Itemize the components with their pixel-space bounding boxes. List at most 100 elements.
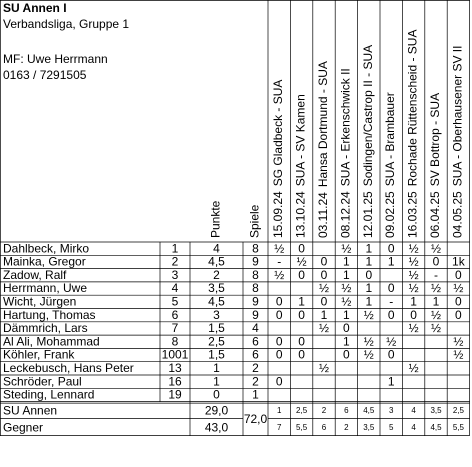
- result: 0: [388, 348, 395, 362]
- result: 0: [298, 348, 305, 362]
- player-number: 6: [172, 308, 179, 322]
- total-games: 72,0: [244, 412, 268, 426]
- match-header: 13.10.24 SUA - SV Kamen: [294, 94, 308, 238]
- match-pairing: Rochade Rüttenscheid - SUA: [406, 30, 420, 187]
- result: 1k: [452, 255, 466, 269]
- result: 0: [276, 295, 283, 309]
- total-result: 4: [411, 423, 416, 432]
- player-name: Mainka, Gregor: [3, 255, 86, 269]
- result: ½: [274, 268, 284, 282]
- player-points: 1,5: [208, 348, 225, 362]
- player-games: 9: [252, 255, 259, 269]
- match-date: 16.03.25: [406, 191, 420, 238]
- result: ½: [386, 334, 396, 348]
- total-name: Gegner: [3, 420, 43, 434]
- player-points: 2,5: [208, 334, 225, 348]
- match-header: 03.11.24 Hansa Dortmund - SUA: [316, 61, 330, 238]
- total-result: 2,5: [453, 406, 465, 415]
- player-name: Köhler, Frank: [3, 348, 75, 362]
- match-header: 12.01.25 Sodingen/Castrop II - SUA: [361, 45, 375, 238]
- result: -: [389, 295, 393, 309]
- result: -: [277, 255, 281, 269]
- match-header: 09.02.25 SUA - Brambauer: [383, 92, 397, 238]
- total-name: SU Annen: [3, 403, 57, 417]
- player-number: 8: [172, 334, 179, 348]
- player-games: 2: [252, 361, 259, 375]
- result: 0: [455, 268, 462, 282]
- player-points: 3,5: [208, 281, 225, 295]
- league: Verbandsliga, Gruppe 1: [3, 17, 129, 31]
- total-result: 1: [277, 406, 282, 415]
- match-date: 09.02.25: [383, 191, 397, 238]
- result: 0: [298, 334, 305, 348]
- player-number: 3: [172, 268, 179, 282]
- result: ½: [453, 281, 463, 295]
- result: 0: [298, 308, 305, 322]
- result: 1: [365, 295, 372, 309]
- total-result: 7: [277, 423, 282, 432]
- player-games: 8: [252, 241, 259, 255]
- player-points: 0: [213, 388, 220, 402]
- result: 0: [365, 268, 372, 282]
- player-name: Al Ali, Mohammad: [3, 334, 100, 348]
- player-name: Leckebusch, Hans Peter: [3, 361, 134, 375]
- result: 1: [388, 374, 395, 388]
- result: 0: [321, 255, 328, 269]
- player-games: 9: [252, 308, 259, 322]
- result: 0: [388, 308, 395, 322]
- player-name: Dämmrich, Lars: [3, 321, 88, 335]
- total-result: 4: [411, 406, 416, 415]
- result: 0: [276, 334, 283, 348]
- total-result: 4,5: [430, 423, 442, 432]
- result: 0: [388, 281, 395, 295]
- result: 0: [343, 321, 350, 335]
- player-points: 2: [213, 268, 220, 282]
- player-name: Wicht, Jürgen: [3, 295, 76, 309]
- total-result: 5,5: [296, 423, 308, 432]
- result: 1: [321, 308, 328, 322]
- total-points: 29,0: [205, 403, 229, 417]
- total-result: 6: [344, 406, 349, 415]
- result: ½: [319, 321, 329, 335]
- result: ½: [297, 255, 307, 269]
- result: ½: [431, 241, 441, 255]
- result: ½: [409, 361, 419, 375]
- total-result: 2,5: [296, 406, 308, 415]
- player-games: 1: [252, 388, 259, 402]
- result: ½: [409, 268, 419, 282]
- result: ½: [431, 308, 441, 322]
- result: 0: [321, 295, 328, 309]
- result: 1: [365, 241, 372, 255]
- phone: 0163 / 7291505: [3, 68, 87, 82]
- result: 1: [298, 295, 305, 309]
- result: 0: [276, 308, 283, 322]
- match-date: 06.04.25: [428, 191, 442, 238]
- result: 0: [276, 348, 283, 362]
- player-points: 3: [213, 308, 220, 322]
- match-header: 04.05.25 SUA - Oberhausener SV II: [451, 46, 465, 238]
- player-points: 4,5: [208, 295, 225, 309]
- points-header: Punkte: [209, 200, 223, 238]
- match-header: 06.04.25 SV Bottrop - SUA: [428, 93, 442, 238]
- result: 0: [410, 308, 417, 322]
- match-date: 08.12.24: [339, 191, 353, 238]
- match-date: 12.01.25: [361, 191, 375, 238]
- result: 1: [433, 295, 440, 309]
- result: 1: [343, 308, 350, 322]
- player-name: Herrmann, Uwe: [3, 281, 87, 295]
- result: ½: [364, 348, 374, 362]
- player-number: 5: [172, 295, 179, 309]
- result: ½: [409, 255, 419, 269]
- result: 1: [410, 295, 417, 309]
- result: ½: [364, 334, 374, 348]
- player-games: 6: [252, 348, 259, 362]
- match-pairing: SUA - Erkenschwick II: [339, 68, 353, 186]
- match-date: 13.10.24: [294, 191, 308, 238]
- match-header: 08.12.24 SUA - Erkenschwick II: [339, 68, 353, 238]
- result: 0: [321, 268, 328, 282]
- player-points: 1: [213, 361, 220, 375]
- result: ½: [319, 361, 329, 375]
- player-games: 2: [252, 374, 259, 388]
- player-games: 4: [252, 321, 259, 335]
- result: ½: [409, 281, 419, 295]
